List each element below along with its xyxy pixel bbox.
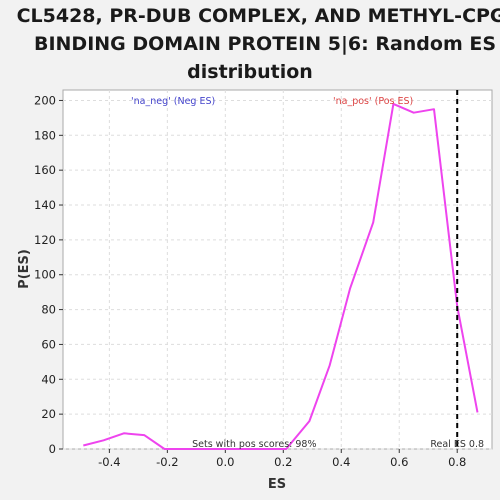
y-tick-label: 100 (34, 268, 56, 282)
x-tick-label: -0.4 (98, 455, 120, 469)
y-tick-label: 80 (41, 303, 56, 317)
y-tick-label: 20 (41, 407, 56, 421)
x-tick-label: 0.4 (332, 455, 350, 469)
pos-scores-label: Sets with pos scores: 98% (192, 439, 316, 450)
x-tick-label: 0.2 (274, 455, 292, 469)
y-tick-label: 180 (34, 128, 56, 142)
y-tick-label: 0 (49, 442, 56, 456)
ticks-layer: -0.4 -0.2 0.0 0.2 0.4 0.6 0.8 0 20 40 60 80 100 120 14… (34, 93, 466, 469)
chart-title-line-2: BINDING DOMAIN PROTEIN 5|6: Random ES (34, 33, 496, 55)
x-tick-label: 0.6 (390, 455, 408, 469)
x-tick-label: -0.2 (156, 455, 178, 469)
pos-es-label: 'na_pos' (Pos ES) (333, 96, 413, 107)
series-layer (83, 90, 479, 450)
y-tick-label: 120 (34, 233, 56, 247)
y-tick-label: 40 (41, 372, 56, 386)
es-distribution-line (83, 102, 479, 450)
y-tick-label: 140 (34, 198, 56, 212)
x-tick-label: 0.8 (448, 455, 466, 469)
y-axis-label: P(ES) (17, 249, 32, 289)
annotation-layer: 'na_neg' (Neg ES) 'na_pos' (Pos ES) Sets w… (131, 96, 484, 450)
y-tick-label: 200 (34, 93, 56, 107)
neg-es-label: 'na_neg' (Neg ES) (131, 96, 215, 107)
y-tick-label: 60 (41, 337, 56, 351)
chart-title-line-3: distribution (187, 61, 313, 83)
x-axis-label: ES (268, 477, 286, 492)
chart-title-line-1: CL5428, PR-DUB COMPLEX, AND METHYL-CPG- (17, 5, 500, 27)
real-es-label: Real ES 0.8 (430, 439, 484, 450)
plot-area (62, 89, 493, 450)
x-tick-label: 0.0 (216, 455, 234, 469)
y-tick-label: 160 (34, 163, 56, 177)
